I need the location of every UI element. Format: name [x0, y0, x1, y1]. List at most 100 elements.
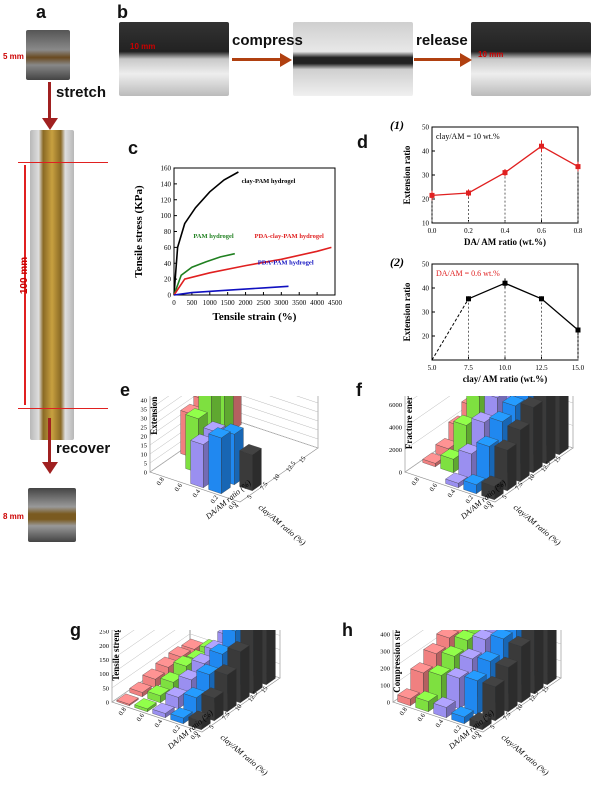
- row-tick-label: 10: [272, 473, 281, 482]
- bar-top: [433, 696, 456, 708]
- arrow-compress-head: [280, 53, 292, 67]
- y-tick-label: 40: [422, 285, 430, 293]
- x-tick-label: 7.5: [464, 364, 473, 372]
- row-tick-label: 5: [246, 494, 254, 501]
- row-axis-label: clay/AM ratio (%): [219, 733, 270, 778]
- y-tick-label: 50: [422, 124, 430, 132]
- bar-top: [495, 656, 518, 668]
- x-tick-label: 0: [172, 299, 176, 307]
- y-tick-label: 40: [164, 260, 172, 268]
- x-tick-label: 4000: [310, 299, 325, 307]
- series-line: [173, 252, 235, 296]
- z-tick-label: 40: [141, 398, 148, 405]
- x-tick-label: 2000: [239, 299, 254, 307]
- annotation: DA/AM = 0.6 wt.%: [436, 269, 500, 278]
- z-tick-label: 2000: [389, 447, 402, 454]
- bar-top: [181, 638, 204, 650]
- extrapolation-line: [431, 298, 469, 361]
- y-tick-label: 80: [164, 228, 172, 236]
- label-release: release: [416, 32, 468, 49]
- bar-top: [502, 396, 525, 407]
- col-tick-label: 0.2: [172, 724, 182, 735]
- bar-top: [436, 630, 459, 639]
- bar-top: [116, 693, 139, 705]
- bar-side: [508, 660, 518, 713]
- x-axis-label: DA/ AM ratio (wt.%): [464, 237, 546, 247]
- y-tick-label: 160: [161, 165, 172, 173]
- bar-top: [208, 427, 231, 439]
- arrow-recover-head: [42, 462, 58, 474]
- row-tick-label: 4: [195, 732, 203, 739]
- row-tick-label: 12.5: [285, 460, 297, 473]
- col-tick-label: 0.4: [447, 488, 458, 499]
- bar-top: [453, 414, 476, 426]
- grid-line: [392, 630, 424, 652]
- bar-side: [559, 396, 569, 455]
- arrow-stretch-head: [42, 118, 58, 130]
- col-tick-label: 0.0: [471, 730, 481, 741]
- bar-top: [422, 452, 445, 464]
- z-axis-label: Tensile strength (KPa): [111, 630, 121, 681]
- grid-line: [296, 396, 319, 404]
- series-line: [173, 171, 239, 296]
- col-tick-label: 0.8: [411, 476, 421, 487]
- bar-top: [231, 630, 238, 632]
- bar-top: [129, 681, 152, 693]
- bar-top: [165, 686, 188, 698]
- row-tick-label: 7.5: [221, 711, 231, 722]
- bar-top: [188, 710, 211, 722]
- z-tick-label: 50: [103, 685, 110, 692]
- bar-side: [240, 645, 250, 704]
- bar-top: [445, 472, 468, 484]
- bar-side: [507, 443, 517, 492]
- x-tick-label: 3000: [274, 299, 289, 307]
- col-tick-label: 0.0: [483, 500, 493, 511]
- grid-line: [149, 396, 183, 419]
- arrow-recover: [48, 418, 51, 464]
- bar-top: [397, 688, 420, 700]
- dim-label-10mm-after: 10 mm: [478, 50, 504, 59]
- x-tick-label: 500: [187, 299, 198, 307]
- y-tick-label: 30: [422, 309, 430, 317]
- z-tick-label: 35: [141, 407, 148, 414]
- bar-top: [190, 433, 213, 445]
- z-tick-label: 200: [99, 643, 109, 650]
- bar-side: [266, 630, 276, 685]
- dim-label-8mm: 8 mm: [3, 512, 24, 521]
- photo-sample-stretched: [30, 130, 74, 440]
- x-tick-label: 4500: [328, 299, 343, 307]
- z-tick-label: 4000: [389, 425, 402, 432]
- chart-d2-extension-vs-clay: (2) 5.0 7.5 10.0 12.5 15.0 20 30 40 50 clay/ AM ra…: [390, 255, 585, 384]
- panel-label-e: e: [120, 380, 131, 400]
- chart-d1-extension-vs-da: (1) 0.0 0.2 0.4 0.6 0.8 10 20 30 40 50 DA/ AM ratio…: [390, 118, 583, 247]
- col-tick-label: 0.8: [156, 476, 166, 487]
- z-tick-label: 150: [99, 657, 109, 664]
- series-line: [173, 246, 332, 296]
- x-tick-label: 0.8: [574, 227, 583, 235]
- bar-top: [520, 396, 543, 408]
- x-axis-label: clay/ AM ratio (wt.%): [463, 374, 547, 384]
- row-tick-label: 15: [541, 685, 550, 694]
- bar-top: [423, 643, 446, 654]
- row-tick-label: 5: [489, 724, 497, 731]
- grid-line: [111, 630, 115, 632]
- y-tick-label: 60: [164, 244, 172, 252]
- panel-label-f: f: [356, 380, 362, 400]
- row-tick-label: 10: [234, 703, 243, 712]
- photo-cylinder-before: [119, 22, 229, 96]
- row-axis-label: clay/AM ratio (%): [512, 503, 563, 548]
- row-tick-label: 4: [233, 502, 241, 509]
- y-tick-label: 50: [422, 261, 430, 269]
- bar-top: [170, 707, 193, 719]
- label-recover: recover: [56, 440, 111, 457]
- col-tick-label: 0.4: [435, 718, 446, 729]
- bar-top: [147, 685, 170, 696]
- bar-top: [178, 669, 201, 681]
- row-tick-label: 5: [208, 724, 216, 731]
- bar-top: [142, 668, 165, 680]
- row-tick-label: 7.5: [514, 481, 524, 492]
- z-tick-label: 200: [380, 666, 390, 673]
- chart-e-extension-3d: 051015202530354045501512.5107.5540.80.60…: [141, 396, 319, 547]
- bar-top: [454, 630, 477, 641]
- label-compress: compress: [232, 32, 303, 49]
